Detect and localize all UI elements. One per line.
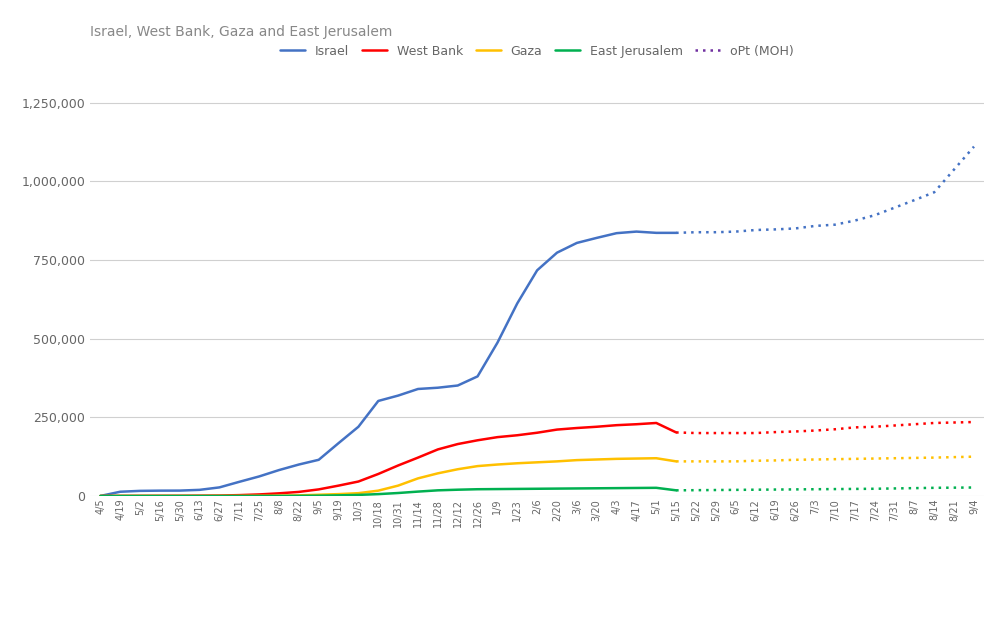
Legend: Israel, West Bank, Gaza, East Jerusalem, oPt (MOH): Israel, West Bank, Gaza, East Jerusalem,… xyxy=(275,40,798,63)
Text: Israel, West Bank, Gaza and East Jerusalem: Israel, West Bank, Gaza and East Jerusal… xyxy=(90,25,392,39)
